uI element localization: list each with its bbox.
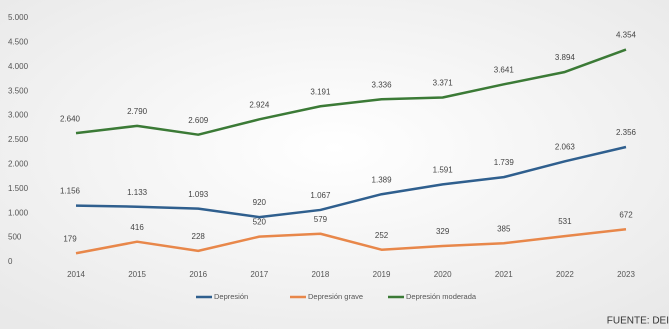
data-label: 520 [253, 218, 267, 227]
data-label: 3.371 [433, 79, 454, 88]
data-label: 1.591 [433, 165, 454, 174]
y-tick-label: 1.000 [8, 208, 29, 217]
data-label: 1.389 [372, 175, 393, 184]
data-label: 1.156 [60, 187, 81, 196]
x-tick-label: 2017 [250, 270, 268, 279]
x-tick-label: 2020 [434, 270, 452, 279]
data-label: 3.894 [555, 53, 576, 62]
series-line [75, 48, 627, 136]
y-tick-label: 5.000 [8, 13, 29, 22]
data-label: 252 [375, 231, 389, 240]
data-label: 579 [314, 215, 328, 224]
data-label: 1.133 [127, 188, 148, 197]
x-tick-label: 2018 [312, 270, 330, 279]
x-tick-label: 2021 [495, 270, 513, 279]
data-label: 1.093 [188, 190, 209, 199]
x-tick-label: 2016 [189, 270, 207, 279]
x-tick-label: 2014 [67, 270, 85, 279]
data-label: 2.640 [60, 114, 81, 123]
data-label: 385 [497, 224, 511, 233]
y-tick-label: 500 [8, 233, 22, 242]
series-line [75, 145, 627, 219]
y-tick-label: 1.500 [8, 184, 29, 193]
y-tick-label: 4.500 [8, 38, 29, 47]
data-label: 228 [192, 232, 206, 241]
y-tick-label: 2.500 [8, 135, 29, 144]
x-tick-label: 2019 [373, 270, 391, 279]
data-label: 3.336 [372, 80, 393, 89]
y-tick-label: 4.000 [8, 62, 29, 71]
data-label: 329 [436, 227, 450, 236]
x-tick-label: 2015 [128, 270, 146, 279]
x-tick-label: 2023 [617, 270, 635, 279]
legend-label: Depresión grave [308, 292, 363, 301]
source: FUENTE: DEI [607, 316, 669, 327]
data-label: 416 [130, 223, 144, 232]
x-tick-label: 2022 [556, 270, 574, 279]
data-label: 3.641 [494, 65, 515, 74]
data-label: 179 [63, 234, 77, 243]
data-label: 672 [619, 210, 633, 219]
data-label: 1.739 [494, 158, 515, 167]
data-label: 3.191 [310, 87, 331, 96]
data-label: 2.924 [249, 100, 270, 109]
series-line [75, 227, 627, 255]
y-tick-label: 3.000 [8, 111, 29, 120]
legend-label: Depresión moderada [406, 292, 477, 301]
y-tick-label: 0 [8, 257, 13, 266]
data-label: 2.063 [555, 142, 576, 151]
y-tick-label: 2.000 [8, 160, 29, 169]
data-label: 1.067 [310, 191, 331, 200]
data-label: 2.609 [188, 116, 209, 125]
legend-label: Depresión [214, 292, 248, 301]
data-label: 531 [558, 217, 572, 226]
data-label: 2.790 [127, 107, 148, 116]
data-label: 2.356 [616, 128, 637, 137]
y-tick-label: 3.500 [8, 86, 29, 95]
data-label: 920 [253, 198, 267, 207]
data-label: 4.354 [616, 31, 637, 40]
